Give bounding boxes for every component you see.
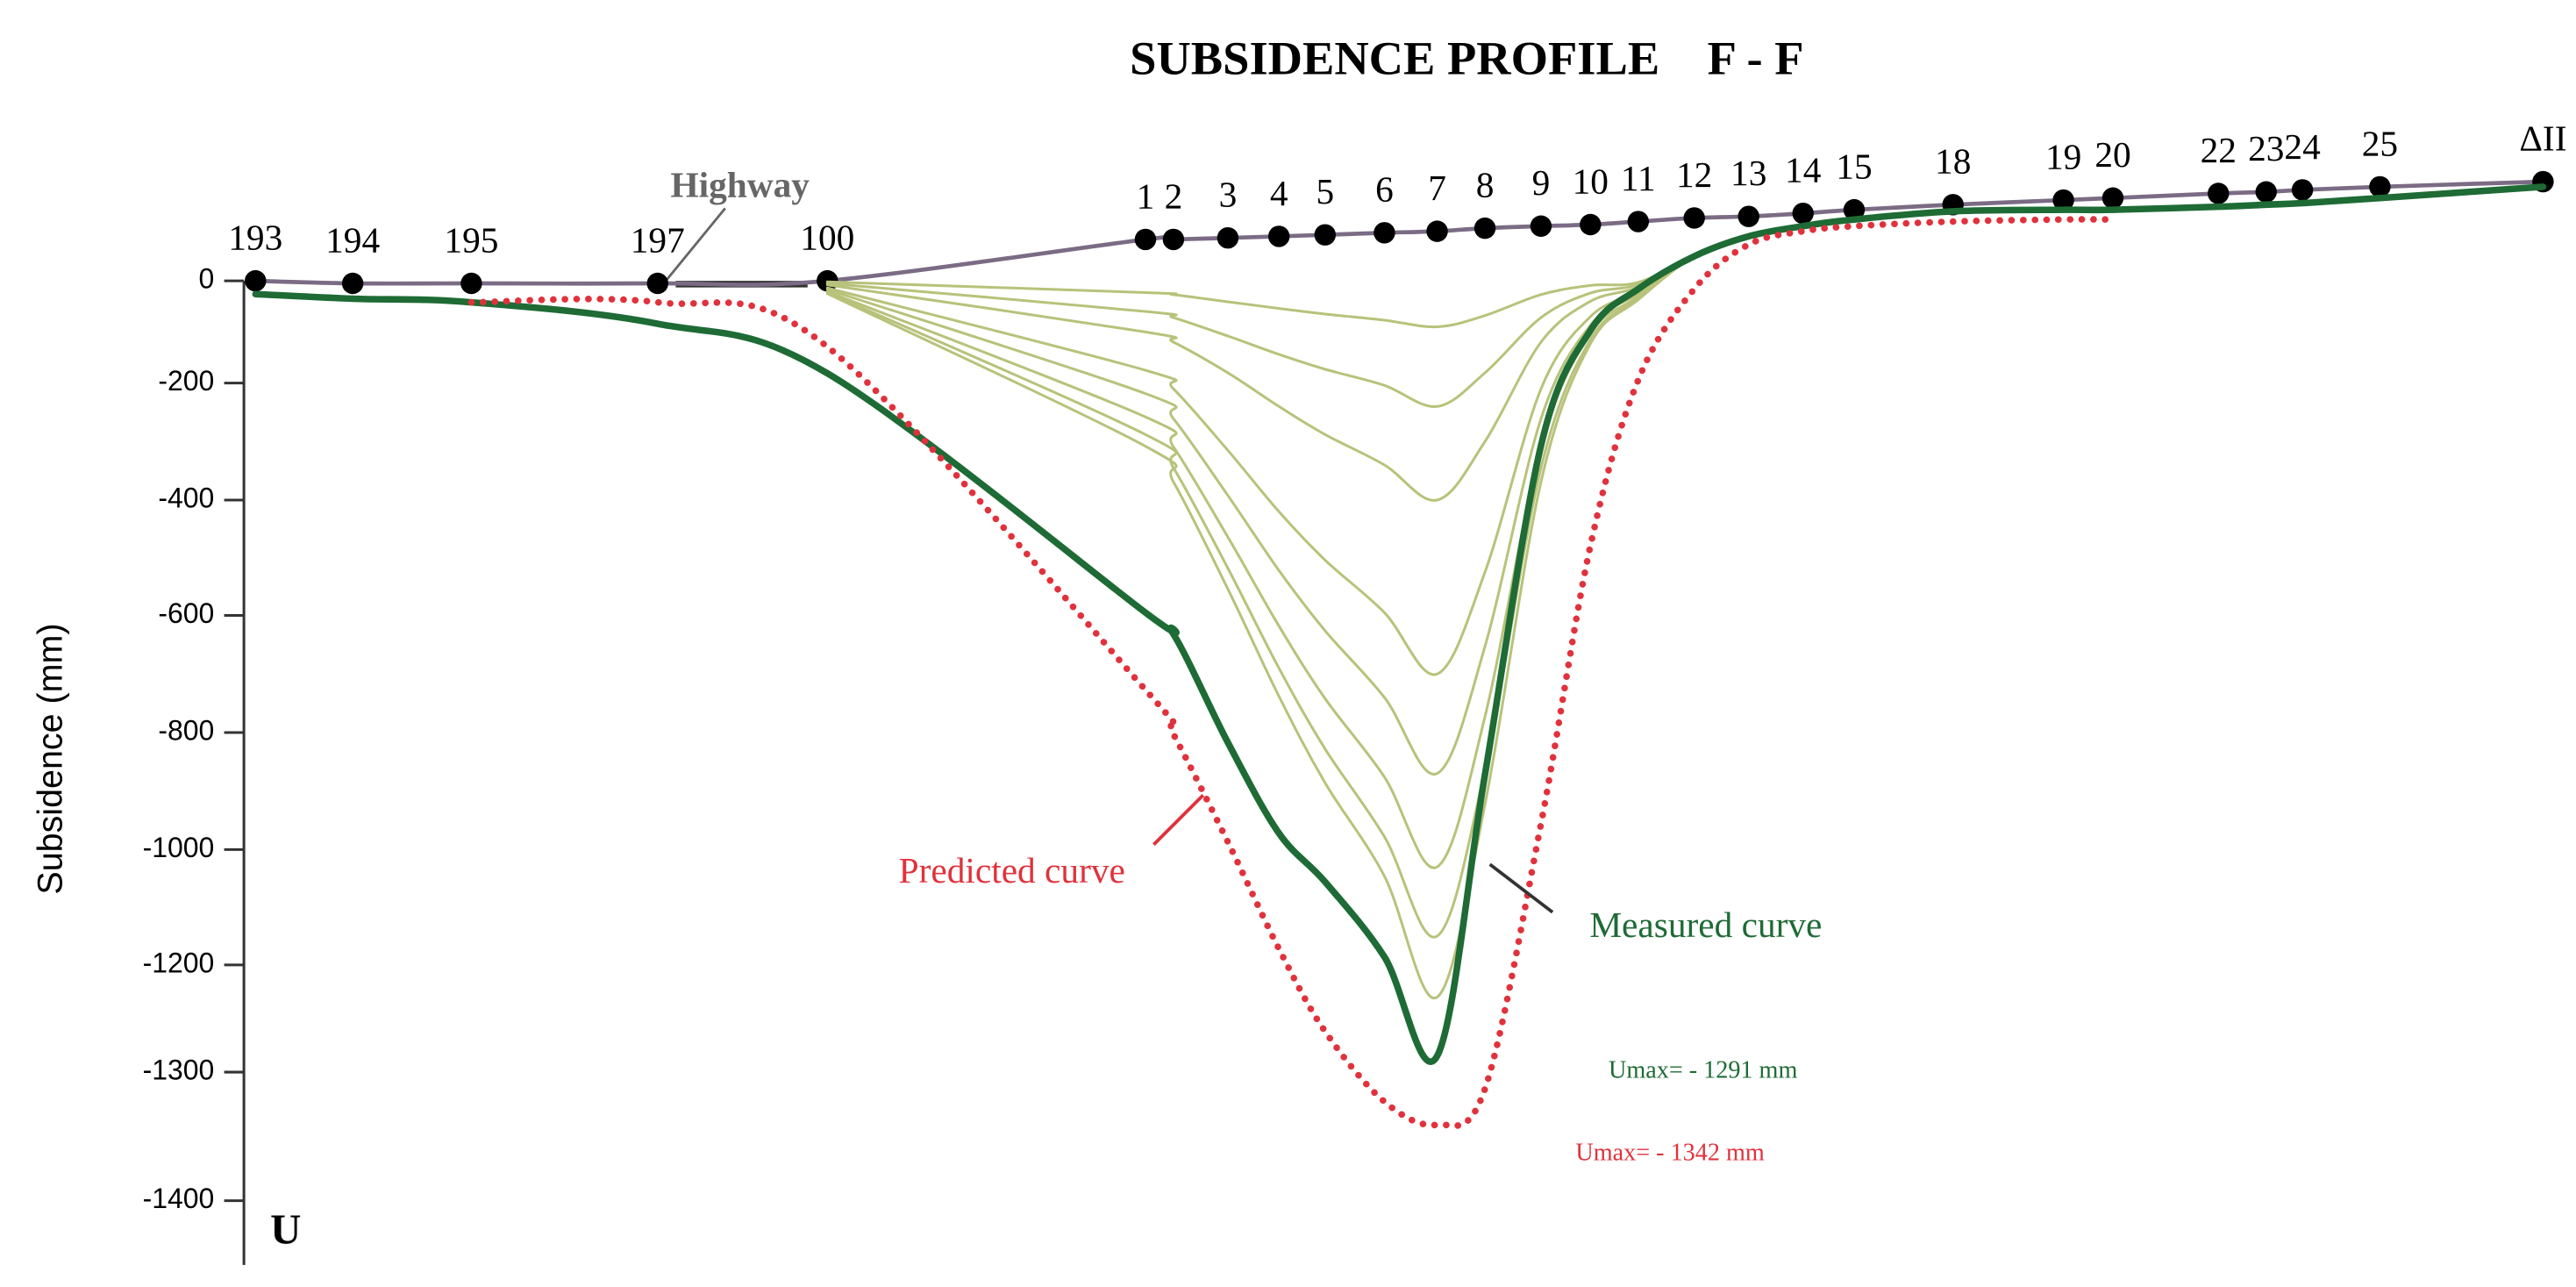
chart-title: SUBSIDENCE PROFILE F - F	[1130, 32, 1803, 85]
station-label: 8	[1476, 164, 1495, 204]
station-marker	[646, 272, 668, 295]
station-label: 5	[1316, 171, 1334, 211]
station-marker	[1374, 222, 1395, 244]
station-marker	[1217, 226, 1239, 249]
station-marker	[1683, 207, 1705, 229]
station-marker	[1530, 215, 1552, 237]
station-marker	[2208, 182, 2230, 204]
station-marker	[2291, 179, 2314, 201]
station-marker	[1843, 198, 1866, 221]
station-label: 100	[800, 217, 854, 257]
station-label: 1	[1137, 175, 1155, 216]
highway-label: Highway	[670, 164, 810, 204]
station-marker	[2369, 175, 2391, 198]
station-label: 7	[1428, 168, 1446, 208]
y-tick-label: -800	[158, 714, 214, 746]
station-label: 24	[2284, 126, 2321, 167]
station-marker	[245, 269, 267, 292]
station-marker	[341, 272, 364, 295]
measured-umax: Umax= - 1291 mm	[1609, 1057, 1798, 1084]
station-label: 22	[2201, 130, 2237, 170]
station-label: 6	[1375, 169, 1394, 210]
station-label: ΔII	[2519, 118, 2566, 158]
station-label: 19	[2045, 136, 2081, 176]
station-label: 18	[1935, 141, 1971, 182]
station-label: 11	[1621, 158, 1656, 198]
station-label: 20	[2094, 134, 2130, 175]
y-tick-label: -1300	[143, 1054, 215, 1085]
station-marker	[1162, 228, 1185, 251]
station-marker	[1267, 225, 1290, 247]
station-label: 14	[1785, 150, 1822, 190]
station-marker	[2255, 181, 2277, 203]
highway-leader	[665, 207, 726, 282]
ground-line	[253, 179, 2545, 287]
y-tick-label: -200	[158, 365, 214, 397]
station-marker	[1792, 202, 1814, 225]
series-name: Predicted curve	[899, 850, 1125, 890]
station-label: 10	[1573, 161, 1609, 201]
station-marker	[1426, 220, 1448, 242]
station-marker	[1738, 205, 1759, 227]
station-label: 12	[1676, 154, 1712, 195]
series-name: Measured curve	[1589, 904, 1822, 945]
y-tick-label: -600	[158, 597, 214, 629]
station-label: 193	[228, 217, 282, 257]
station-marker	[1580, 213, 1602, 236]
station-label: 4	[1270, 173, 1288, 213]
name-leader	[1152, 794, 1205, 847]
station-label: 23	[2248, 128, 2284, 168]
name-leader	[1488, 862, 1554, 914]
station-label: 194	[325, 219, 380, 260]
station-label: 25	[2362, 123, 2398, 163]
intermediate-line	[825, 218, 1856, 776]
station-label: 13	[1730, 153, 1766, 193]
station-label: 2	[1165, 175, 1183, 216]
y-tick-label: -1200	[143, 947, 215, 978]
intermediate-line	[825, 218, 1856, 1000]
station-marker	[1134, 228, 1157, 251]
series-line	[467, 216, 2116, 1129]
station-marker	[460, 272, 482, 295]
y-tick-label: 0	[199, 263, 215, 295]
y-axis-label: Subsidence (mm)	[32, 623, 70, 894]
station-marker	[2052, 189, 2074, 211]
station-marker	[1627, 211, 1650, 232]
predicted-umax: Umax= - 1342 mm	[1575, 1139, 1765, 1166]
y-tick-label: -1000	[143, 832, 215, 863]
y-tick-label: -1400	[143, 1183, 215, 1214]
y-tick-label: -400	[158, 482, 214, 513]
station-label: 195	[444, 219, 498, 260]
station-marker	[1314, 224, 1336, 246]
station-label: 3	[1219, 175, 1238, 215]
series-line	[252, 183, 2547, 1065]
station-label: 197	[631, 219, 685, 260]
intermediate-line	[825, 218, 1856, 408]
station-label: 15	[1836, 147, 1872, 187]
station-marker	[1474, 217, 1496, 240]
station-marker	[2101, 187, 2124, 209]
station-label: 9	[1532, 162, 1551, 203]
u-label: U	[270, 1205, 301, 1253]
